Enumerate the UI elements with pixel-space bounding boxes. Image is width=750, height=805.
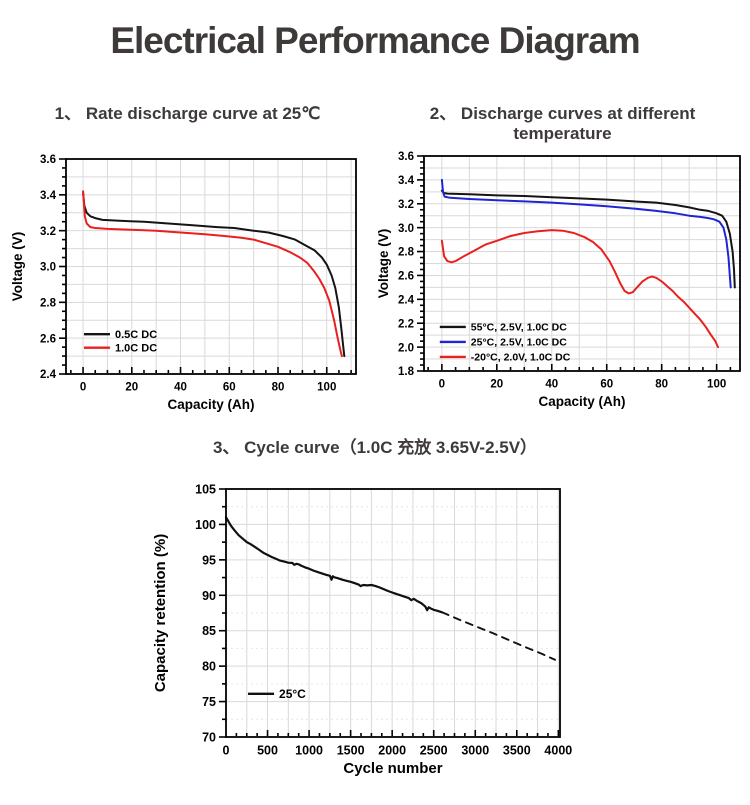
svg-text:0: 0 [438,379,444,391]
svg-text:3000: 3000 [461,744,489,758]
svg-text:1000: 1000 [295,744,323,758]
svg-text:20: 20 [125,382,138,394]
svg-text:0.5C DC: 0.5C DC [114,329,156,341]
section-cycle-curve: 3、 Cycle curve（1.0C 充放 3.65V-2.5V） 0 500 1… [0,438,750,792]
svg-text:85: 85 [202,624,216,638]
svg-text:75: 75 [202,695,216,709]
svg-text:2.0: 2.0 [398,342,414,354]
svg-text:25°C: 25°C [279,687,306,701]
svg-text:70: 70 [202,731,216,745]
svg-text:3.2: 3.2 [398,199,414,211]
svg-text:4000: 4000 [544,744,572,758]
svg-text:2.4: 2.4 [40,369,57,381]
svg-text:0: 0 [79,382,85,394]
svg-text:95: 95 [202,553,216,567]
top-charts-row: 1、 Rate discharge curve at 25℃ 0 20 40 60 80… [0,104,750,412]
svg-text:55°C, 2.5V, 1.0C DC: 55°C, 2.5V, 1.0C DC [470,322,566,334]
svg-text:3.0: 3.0 [40,262,56,274]
svg-text:60: 60 [222,382,235,394]
rate-discharge-chart: 0 20 40 60 80 100 2.4 2.6 2.8 3.0 3.2 3.4 3.6 Capacit… [10,154,357,412]
temperature-discharge-chart: 0 20 40 60 80 100 1.8 2.0 2.2 2.4 2.6 2.8 3.0 3.2 3.4 3… [378,151,741,409]
svg-text:90: 90 [202,589,216,603]
svg-text:2.8: 2.8 [40,297,57,309]
svg-text:Capacity (Ah): Capacity (Ah) [538,394,625,409]
cycle-curve-chart: 0 500 1000 1500 2000 2500 3000 3500 4000 70 75 80 85… [152,483,572,778]
svg-text:2.2: 2.2 [398,318,414,330]
svg-text:1.0C DC: 1.0C DC [114,343,156,355]
svg-text:2500: 2500 [420,744,448,758]
svg-text:2.6: 2.6 [40,333,56,345]
svg-text:1.8: 1.8 [398,366,415,378]
svg-text:2.8: 2.8 [398,247,415,259]
rate-discharge-heading: 1、 Rate discharge curve at 25℃ [54,104,321,123]
svg-text:3.2: 3.2 [40,226,56,238]
svg-text:40: 40 [545,379,558,391]
svg-text:1500: 1500 [337,744,365,758]
svg-text:60: 60 [600,379,613,391]
svg-text:80: 80 [655,379,668,391]
svg-text:40: 40 [174,382,187,394]
svg-text:80: 80 [202,660,216,674]
svg-text:3.0: 3.0 [398,223,414,235]
svg-text:20: 20 [490,379,503,391]
svg-text:2.6: 2.6 [398,271,414,283]
cycle-curve-heading: 3、 Cycle curve（1.0C 充放 3.65V-2.5V） [212,438,538,457]
page-title: Electrical Performance Diagram [110,20,640,61]
svg-text:3500: 3500 [503,744,531,758]
svg-text:Capacity retention (%): Capacity retention (%) [152,534,169,692]
svg-text:Cycle number: Cycle number [343,760,442,777]
svg-text:100: 100 [707,379,726,391]
section-temperature-discharge: 2、 Discharge curves at different tempera… [375,104,750,412]
svg-text:Capacity (Ah): Capacity (Ah) [167,397,254,412]
svg-text:100: 100 [317,382,336,394]
svg-text:500: 500 [257,744,278,758]
svg-text:100: 100 [195,518,216,532]
svg-text:3.4: 3.4 [40,190,57,202]
svg-text:0: 0 [223,744,230,758]
svg-text:3.4: 3.4 [398,175,415,187]
svg-text:-20°C, 2.0V, 1.0C DC: -20°C, 2.0V, 1.0C DC [470,352,570,364]
svg-text:3.6: 3.6 [40,154,56,166]
svg-text:2.4: 2.4 [398,294,415,306]
svg-text:2000: 2000 [378,744,406,758]
svg-text:105: 105 [195,483,216,497]
section-rate-discharge: 1、 Rate discharge curve at 25℃ 0 20 40 60 80… [0,104,375,412]
svg-text:Voltage (V): Voltage (V) [378,229,391,299]
temperature-discharge-heading: 2、 Discharge curves at different tempera… [429,104,696,144]
svg-text:3.6: 3.6 [398,151,414,163]
svg-text:Voltage (V): Voltage (V) [10,232,25,302]
svg-text:25°C, 2.5V, 1.0C DC: 25°C, 2.5V, 1.0C DC [470,337,566,349]
svg-text:80: 80 [271,382,284,394]
